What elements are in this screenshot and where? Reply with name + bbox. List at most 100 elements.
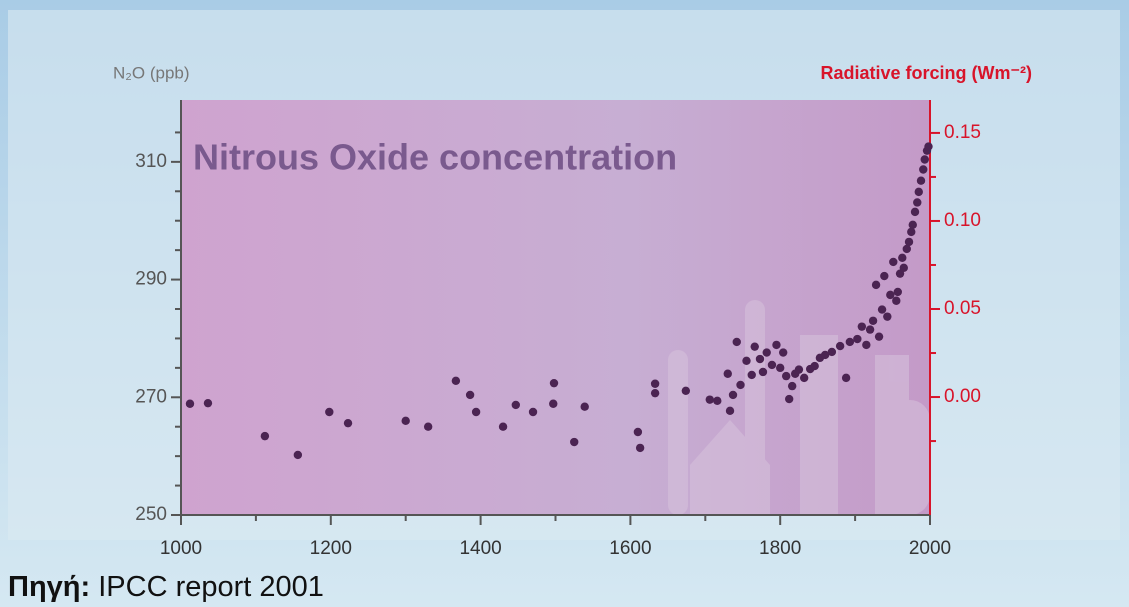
data-point (549, 399, 558, 408)
data-point (892, 296, 901, 305)
data-point (713, 396, 722, 406)
data-point (750, 342, 759, 351)
x-tick-label: 1000 (160, 538, 202, 559)
data-point (343, 418, 353, 428)
data-point (841, 373, 851, 383)
y-tick-label: 250 (135, 504, 167, 525)
data-point (810, 361, 819, 371)
data-point (747, 370, 756, 380)
data-point (742, 356, 751, 365)
data-point (293, 450, 303, 460)
data-point (889, 257, 898, 267)
data-point (920, 155, 929, 164)
data-point (883, 312, 892, 321)
data-point (862, 340, 871, 350)
x-tick-label: 1800 (759, 538, 801, 559)
data-point (893, 287, 902, 297)
data-point (784, 394, 794, 404)
data-point (570, 437, 579, 447)
x-tick-label: 1200 (310, 538, 352, 559)
data-point (827, 347, 837, 357)
y-tick-label: 290 (135, 269, 167, 290)
y2-tick-label: 0.15 (944, 122, 981, 143)
data-point (681, 386, 691, 396)
data-point (635, 443, 645, 453)
data-point (471, 407, 481, 417)
data-point (857, 322, 867, 331)
data-point (919, 165, 928, 174)
data-point (401, 416, 410, 426)
data-point (549, 378, 559, 388)
data-point (325, 407, 334, 417)
data-point (794, 365, 804, 374)
data-point (907, 227, 916, 237)
data-point (781, 371, 791, 381)
data-point (776, 363, 785, 373)
data-point (787, 381, 797, 391)
data-point (755, 354, 765, 364)
data-point (880, 271, 889, 281)
data-point (874, 332, 884, 341)
x-tick-label: 1600 (609, 538, 651, 559)
data-point (845, 337, 855, 347)
data-point (185, 399, 195, 408)
data-point (260, 431, 270, 441)
data-point (886, 290, 895, 300)
x-tick-label: 1400 (459, 538, 501, 559)
source: Πηγή: IPCC report 2001 (8, 571, 324, 603)
data-point (820, 350, 830, 360)
data-point (528, 407, 538, 417)
data-point (913, 198, 922, 207)
y2-tick-label: 0.10 (944, 210, 981, 231)
data-point (772, 340, 781, 350)
data-point (580, 402, 589, 411)
data-point (868, 316, 878, 325)
data-point (898, 253, 907, 262)
data-point (511, 400, 521, 410)
data-point (203, 398, 213, 408)
data-point (633, 427, 643, 437)
data-point (498, 422, 508, 431)
data-point (650, 388, 660, 398)
data-point (904, 237, 914, 247)
chart-title: Nitrous Oxide concentration (193, 137, 677, 178)
data-point (650, 379, 660, 388)
data-point (799, 373, 809, 383)
data-point (767, 360, 777, 370)
data-point (705, 395, 714, 404)
y-tick-label: 310 (135, 151, 167, 172)
data-point (451, 376, 461, 386)
y-tick-label: 270 (135, 386, 167, 407)
y2-axis-label: Radiative forcing (Wm⁻²) (820, 63, 1032, 83)
data-point (914, 187, 923, 197)
data-point (871, 280, 881, 290)
x-tick-label: 2000 (909, 538, 951, 559)
data-point (423, 422, 433, 431)
data-point (902, 244, 911, 254)
source-label: Πηγή: (8, 571, 90, 603)
y-axis-label: N₂O (ppb) (113, 63, 190, 82)
data-point (758, 367, 768, 377)
data-point (916, 176, 926, 185)
data-point (877, 305, 887, 314)
data-point (899, 263, 908, 272)
data-point (762, 348, 771, 357)
data-point (778, 348, 788, 357)
data-point (865, 325, 875, 334)
y2-tick-label: 0.05 (944, 298, 981, 319)
data-point (736, 380, 745, 390)
data-point (924, 142, 933, 151)
data-point (465, 390, 475, 400)
y2-tick-label: 0.00 (944, 386, 981, 407)
data-point (835, 341, 845, 351)
data-point (853, 334, 862, 344)
data-point (732, 337, 741, 347)
data-point (908, 220, 917, 230)
data-point (725, 406, 735, 416)
data-point (728, 390, 738, 400)
data-point (910, 207, 920, 217)
source-text: IPCC report 2001 (98, 571, 324, 603)
data-point (723, 369, 732, 378)
decoration (668, 300, 930, 515)
